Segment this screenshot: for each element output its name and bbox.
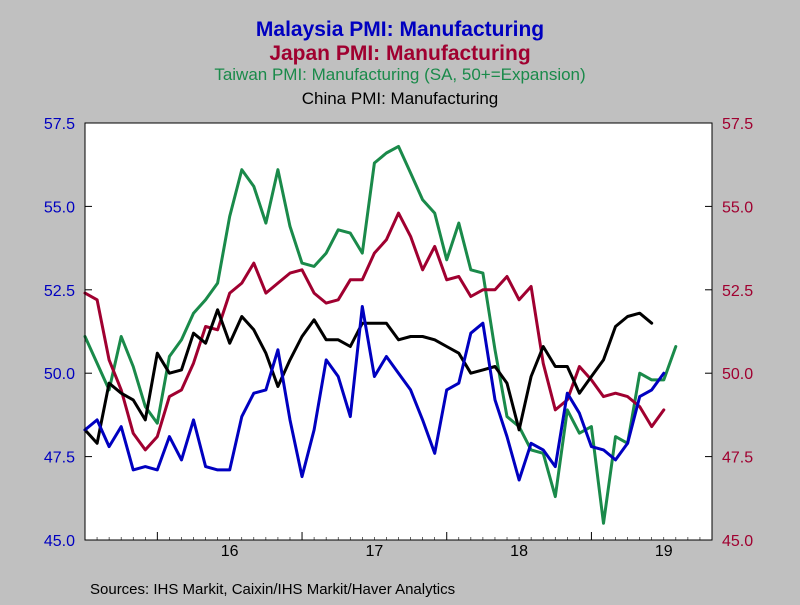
y-right-tick-label-3: 52.5: [722, 283, 753, 300]
series-line-0: [83, 144, 678, 525]
y-right-tick-label-0: 45.0: [722, 533, 753, 550]
y-left-tick-label-0: 45.0: [44, 533, 75, 550]
series-line-2: [83, 308, 654, 445]
chart-title-1: Japan PMI: Manufacturing: [269, 42, 530, 65]
plot-area: [85, 123, 712, 540]
x-tick-label-0: 16: [221, 543, 239, 560]
y-left-tick-label-5: 57.5: [44, 116, 75, 133]
y-left-tick-label-4: 55.0: [44, 199, 75, 216]
source-note: Sources: IHS Markit, Caixin/IHS Markit/H…: [90, 581, 455, 598]
y-left-tick-label-1: 47.5: [44, 450, 75, 467]
x-tick-label-2: 18: [510, 543, 528, 560]
chart-title-2: Taiwan PMI: Manufacturing (SA, 50+=Expan…: [214, 65, 585, 84]
y-right-tick-label-2: 50.0: [722, 366, 753, 383]
series-line-3: [83, 305, 666, 482]
y-left-tick-label-3: 52.5: [44, 283, 75, 300]
y-right-tick-label-4: 55.0: [722, 199, 753, 216]
y-right-tick-label-5: 57.5: [722, 116, 753, 133]
x-tick-label-1: 17: [365, 543, 383, 560]
chart-title-0: Malaysia PMI: Manufacturing: [256, 18, 544, 41]
y-right-tick-label-1: 47.5: [722, 450, 753, 467]
chart-title-3: China PMI: Manufacturing: [302, 89, 499, 108]
y-left-tick-label-2: 50.0: [44, 366, 75, 383]
x-tick-label-3: 19: [655, 543, 673, 560]
